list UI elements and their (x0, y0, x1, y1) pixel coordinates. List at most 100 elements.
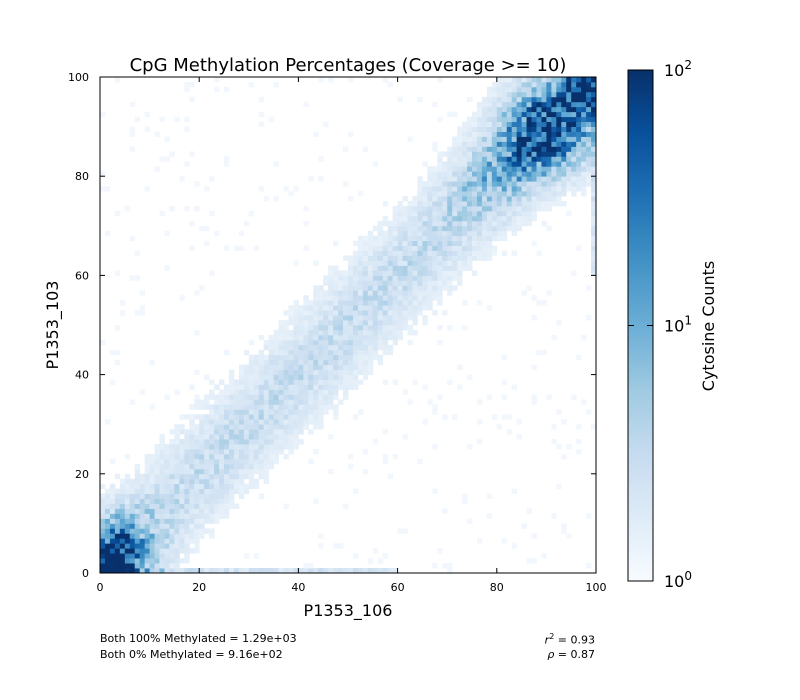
heatmap-cell (154, 503, 160, 509)
heatmap-cell (343, 280, 349, 286)
heatmap-cell (457, 210, 463, 217)
heatmap-cell (114, 523, 121, 529)
heatmap-cell (248, 399, 255, 405)
heatmap-cell (591, 101, 597, 108)
heatmap-cell (293, 444, 299, 450)
heatmap-cell (467, 196, 473, 202)
heatmap-cell (219, 468, 225, 475)
heatmap-cell (556, 444, 562, 450)
heatmap-cell (581, 334, 587, 341)
heatmap-cell (422, 230, 428, 237)
heatmap-cell (422, 225, 428, 232)
heatmap-cell (233, 473, 240, 480)
heatmap-cell (313, 384, 319, 390)
heatmap-cell (407, 215, 413, 222)
heatmap-cell (382, 290, 389, 296)
heatmap-cell (243, 444, 250, 450)
heatmap-cell (134, 528, 141, 534)
heatmap-cell (328, 374, 334, 380)
heatmap-cell (238, 230, 245, 237)
heatmap-cell (129, 488, 136, 495)
heatmap-cell (496, 181, 503, 187)
heatmap-cell (164, 478, 170, 485)
heatmap-cell (437, 151, 443, 157)
heatmap-cell (333, 275, 339, 281)
heatmap-cell (392, 215, 398, 222)
heatmap-cell (253, 434, 260, 440)
heatmap-cell (313, 300, 319, 306)
heatmap-cell (149, 468, 155, 475)
heatmap-cell (104, 488, 111, 495)
heatmap-cell (169, 548, 175, 554)
heatmap-cell (134, 548, 141, 554)
heatmap-cell (303, 315, 309, 321)
heatmap-cell (367, 285, 374, 291)
heatmap-cell (432, 310, 438, 316)
heatmap-cell (293, 334, 299, 341)
heatmap-cell (556, 86, 562, 93)
heatmap-cell (526, 201, 532, 207)
heatmap-cell (476, 255, 483, 261)
heatmap-cell (546, 121, 552, 127)
heatmap-cell (457, 151, 463, 157)
heatmap-cell (104, 548, 111, 554)
heatmap-cell (352, 325, 359, 331)
heatmap-cell (224, 568, 230, 574)
heatmap-cell (382, 325, 389, 331)
heatmap-cell (268, 359, 274, 366)
heatmap-cell (462, 325, 468, 331)
heatmap-cell (447, 379, 453, 385)
heatmap-cell (362, 285, 369, 291)
heatmap-cell (268, 419, 274, 425)
heatmap-cell (467, 260, 473, 266)
heatmap-cell (278, 399, 284, 405)
heatmap-cell (591, 265, 597, 271)
heatmap-cell (576, 245, 582, 251)
heatmap-cell (119, 528, 126, 534)
x-tick-label: 40 (291, 581, 305, 594)
heatmap-cell (591, 225, 597, 232)
heatmap-cell (253, 453, 260, 460)
heatmap-cell (566, 131, 572, 137)
heatmap-cell (442, 171, 448, 177)
heatmap-cell (392, 245, 398, 251)
heatmap-cell (476, 151, 483, 157)
heatmap-cell (268, 429, 274, 435)
heatmap-cell (273, 389, 279, 395)
heatmap-cell (204, 493, 210, 499)
heatmap-cell (452, 111, 458, 118)
heatmap-cell (372, 225, 379, 232)
heatmap-cell (526, 176, 532, 182)
heatmap-cell (362, 270, 369, 276)
heatmap-cell (194, 414, 200, 420)
heatmap-cell (224, 409, 230, 415)
heatmap-cell (253, 369, 260, 375)
heatmap-cell (194, 498, 200, 504)
heatmap-cell (397, 215, 403, 222)
heatmap-cell (452, 181, 458, 187)
heatmap-cell (209, 468, 215, 475)
heatmap-cell (417, 458, 423, 465)
heatmap-cell (243, 568, 250, 574)
heatmap-cell (219, 419, 225, 425)
heatmap-cell (268, 414, 274, 420)
heatmap-cell (457, 235, 463, 242)
heatmap-cell (288, 359, 294, 366)
heatmap-cell (372, 285, 379, 291)
heatmap-cell (452, 235, 458, 242)
heatmap-cell (263, 344, 270, 351)
heatmap-cell (457, 230, 463, 237)
heatmap-cell (248, 374, 255, 380)
heatmap-cell (586, 156, 592, 162)
heatmap-cell (442, 414, 448, 420)
heatmap-cell (194, 453, 200, 460)
heatmap-cell (367, 349, 374, 356)
heatmap-cell (119, 523, 126, 529)
heatmap-cell (462, 186, 468, 192)
heatmap-cell (248, 81, 255, 88)
heatmap-cell (447, 235, 453, 242)
heatmap-cell (377, 329, 384, 336)
heatmap-cell (179, 498, 185, 504)
heatmap-cell (496, 230, 503, 237)
heatmap-cell (561, 121, 567, 127)
